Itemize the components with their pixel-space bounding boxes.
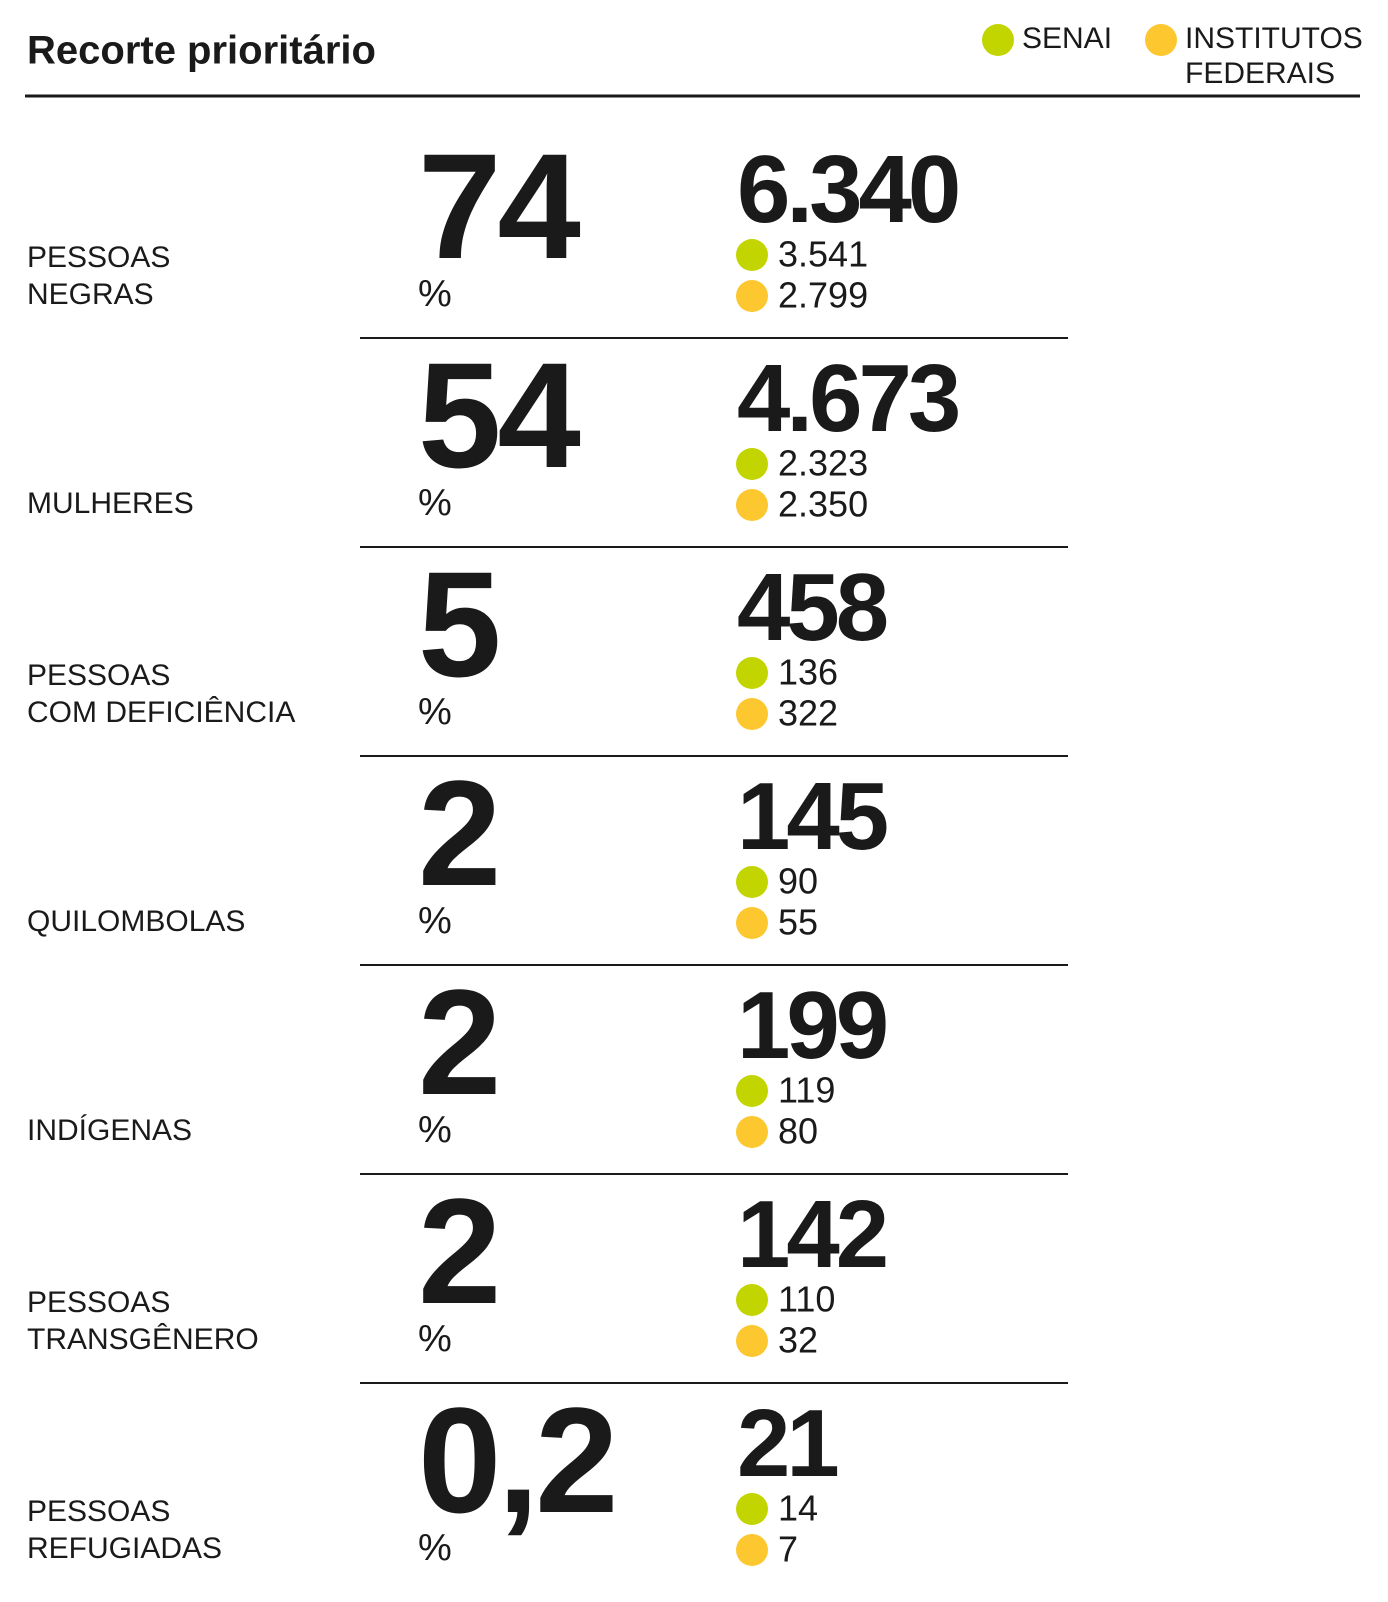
institutos-dot: [736, 1325, 768, 1357]
legend-dot: [1145, 24, 1177, 56]
row-label: PESSOAS: [27, 1286, 170, 1319]
legend-dot: [982, 24, 1014, 56]
legend-label: FEDERAIS: [1185, 57, 1335, 90]
percent-value: 54: [418, 331, 580, 499]
senai-dot: [736, 866, 768, 898]
percent-sign: %: [418, 900, 452, 942]
percent-sign: %: [418, 273, 452, 315]
senai-value: 3.541: [778, 234, 868, 275]
total-value: 21: [737, 1390, 837, 1497]
institutos-value: 2.350: [778, 484, 868, 525]
percent-sign: %: [418, 691, 452, 733]
institutos-dot: [736, 1116, 768, 1148]
senai-value: 110: [778, 1279, 835, 1320]
row-label: PESSOAS: [27, 659, 170, 692]
row-label: NEGRAS: [27, 278, 154, 311]
institutos-dot: [736, 489, 768, 521]
senai-value: 136: [778, 652, 838, 693]
percent-value: 2: [418, 1167, 497, 1335]
percent-sign: %: [418, 1109, 452, 1151]
institutos-dot: [736, 698, 768, 730]
institutos-dot: [736, 907, 768, 939]
percent-sign: %: [418, 1318, 452, 1360]
row-label: INDÍGENAS: [27, 1114, 192, 1147]
row-label: REFUGIADAS: [27, 1532, 222, 1565]
senai-dot: [736, 239, 768, 271]
institutos-value: 322: [778, 693, 838, 734]
senai-value: 90: [778, 861, 818, 902]
institutos-value: 80: [778, 1111, 818, 1152]
legend-label: SENAI: [1022, 22, 1112, 55]
title: Recorte prioritário: [27, 29, 376, 73]
institutos-value: 2.799: [778, 275, 868, 316]
row-label: QUILOMBOLAS: [27, 905, 245, 938]
percent-sign: %: [418, 482, 452, 524]
row-label: COM DEFICIÊNCIA: [27, 696, 295, 729]
total-value: 145: [737, 763, 887, 870]
legend-label: INSTITUTOS: [1185, 22, 1363, 55]
institutos-dot: [736, 280, 768, 312]
percent-value: 2: [418, 749, 497, 917]
row-label: PESSOAS: [27, 1495, 170, 1528]
row-label: PESSOAS: [27, 241, 170, 274]
total-value: 458: [737, 554, 887, 661]
institutos-value: 32: [778, 1320, 818, 1361]
total-value: 4.673: [737, 345, 958, 452]
senai-dot: [736, 448, 768, 480]
total-value: 199: [737, 972, 886, 1079]
percent-sign: %: [418, 1527, 452, 1569]
senai-value: 119: [778, 1070, 835, 1111]
senai-value: 14: [778, 1488, 818, 1529]
senai-dot: [736, 1075, 768, 1107]
institutos-dot: [736, 1534, 768, 1566]
senai-value: 2.323: [778, 443, 868, 484]
row-label: MULHERES: [27, 487, 194, 520]
total-value: 142: [737, 1181, 886, 1288]
row-label: TRANSGÊNERO: [27, 1323, 259, 1356]
percent-value: 2: [418, 958, 497, 1126]
institutos-value: 55: [778, 902, 818, 943]
senai-dot: [736, 657, 768, 689]
institutos-value: 7: [778, 1529, 798, 1570]
senai-dot: [736, 1493, 768, 1525]
percent-value: 0,2: [418, 1376, 615, 1544]
senai-dot: [736, 1284, 768, 1316]
percent-value: 74: [418, 122, 580, 290]
total-value: 6.340: [737, 136, 958, 243]
percent-value: 5: [418, 540, 498, 708]
